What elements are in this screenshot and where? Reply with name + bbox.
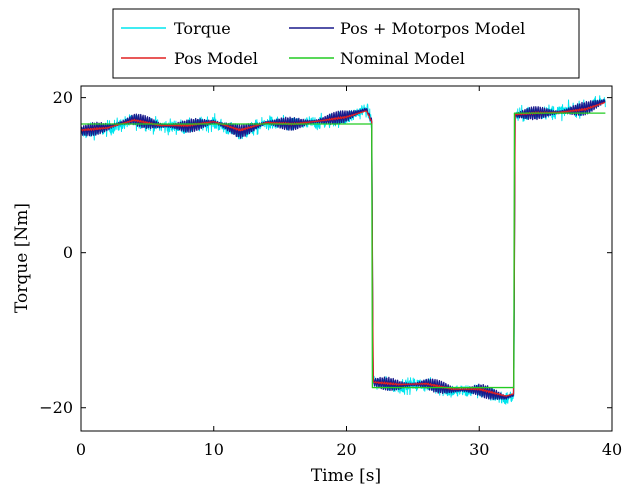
x-tick-label: 20 <box>336 440 356 459</box>
series-line-torque <box>81 95 606 405</box>
series-layer <box>81 95 606 405</box>
x-tick-label: 10 <box>204 440 224 459</box>
series-line-nominal-model <box>81 112 606 389</box>
y-tick-label: 0 <box>63 243 73 262</box>
x-axis-label: Time [s] <box>311 466 381 486</box>
legend-frame <box>112 8 580 79</box>
x-tick-label: 30 <box>469 440 489 459</box>
legend-label-pos-motorpos-model: Pos + Motorpos Model <box>340 19 525 38</box>
x-tick-label: 40 <box>602 440 622 459</box>
axis-ticks: 0 10 20 30 40 −20 0 20 <box>39 86 622 459</box>
series-line-pos-motorpos-model <box>81 98 606 400</box>
y-axis-label: Torque [Nm] <box>12 203 32 313</box>
y-tick-label: 20 <box>53 88 73 107</box>
y-tick-label: −20 <box>39 398 73 417</box>
x-tick-label: 0 <box>76 440 86 459</box>
legend-label-torque: Torque <box>174 19 231 38</box>
legend: Torque Pos + Motorpos Model Pos Model No… <box>112 8 580 79</box>
series-line-pos-model <box>81 101 606 397</box>
legend-label-nominal-model: Nominal Model <box>340 49 465 68</box>
plot-frame <box>80 85 613 432</box>
legend-label-pos-model: Pos Model <box>174 49 258 68</box>
